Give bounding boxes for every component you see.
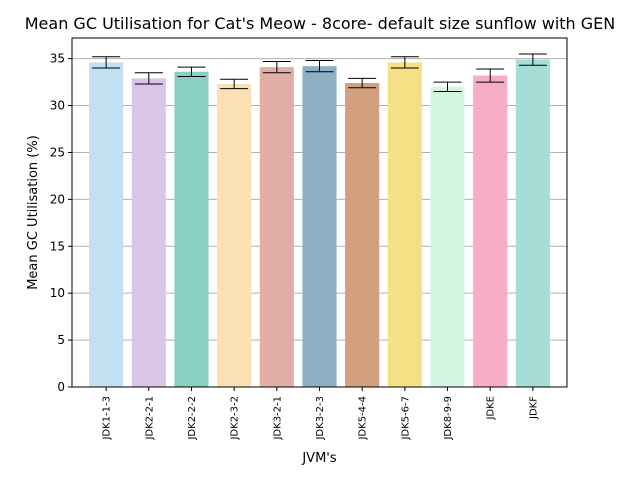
y-tick-label: 35 bbox=[50, 52, 65, 66]
bar bbox=[430, 86, 465, 387]
x-tick-label: JDK8-9-9 bbox=[443, 396, 454, 441]
bars bbox=[89, 59, 550, 388]
bar bbox=[387, 62, 422, 388]
x-tick-label: JDK3-2-3 bbox=[315, 396, 326, 441]
bar bbox=[473, 75, 508, 387]
x-tick-label: JDK2-2-2 bbox=[187, 396, 198, 441]
bar bbox=[174, 71, 209, 387]
x-tick-label: JDK2-3-2 bbox=[230, 396, 241, 441]
x-axis-label: JVM's bbox=[301, 451, 337, 466]
error-bars bbox=[92, 53, 547, 92]
bar bbox=[259, 67, 294, 387]
y-axis-label: Mean GC Utilisation (%) bbox=[26, 135, 41, 290]
x-tick-label: JDK5-4-4 bbox=[358, 396, 369, 441]
y-tick-label: 5 bbox=[57, 333, 65, 347]
y-tick-label: 25 bbox=[50, 145, 65, 159]
chart-title: Mean GC Utilisation for Cat's Meow - 8co… bbox=[25, 14, 616, 33]
bar bbox=[515, 59, 550, 388]
y-tick-label: 20 bbox=[50, 192, 65, 206]
y-tick-label: 30 bbox=[50, 99, 65, 113]
bar bbox=[131, 78, 166, 387]
y-tick-label: 15 bbox=[50, 239, 65, 253]
bar bbox=[302, 66, 337, 387]
bar bbox=[345, 83, 380, 387]
x-axis-ticks: JDK1-1-3 JDK2-2-1 JDK2-2-2 JDK2-3-2 JDK3-2-1… bbox=[102, 387, 539, 441]
y-axis-ticks: 0 5 10 15 20 25 30 35 bbox=[50, 52, 72, 394]
x-tick-label: JDKE bbox=[486, 396, 497, 421]
x-tick-label: JDK5-6-7 bbox=[400, 396, 411, 441]
y-tick-label: 0 bbox=[57, 380, 65, 394]
bar bbox=[217, 83, 252, 387]
bar bbox=[89, 62, 124, 388]
x-tick-label: JDK1-1-3 bbox=[102, 396, 113, 441]
x-tick-label: JDK3-2-1 bbox=[272, 396, 283, 441]
x-tick-label: JDKF bbox=[528, 396, 539, 420]
x-tick-label: JDK2-2-1 bbox=[144, 396, 155, 441]
y-tick-label: 10 bbox=[50, 286, 65, 300]
